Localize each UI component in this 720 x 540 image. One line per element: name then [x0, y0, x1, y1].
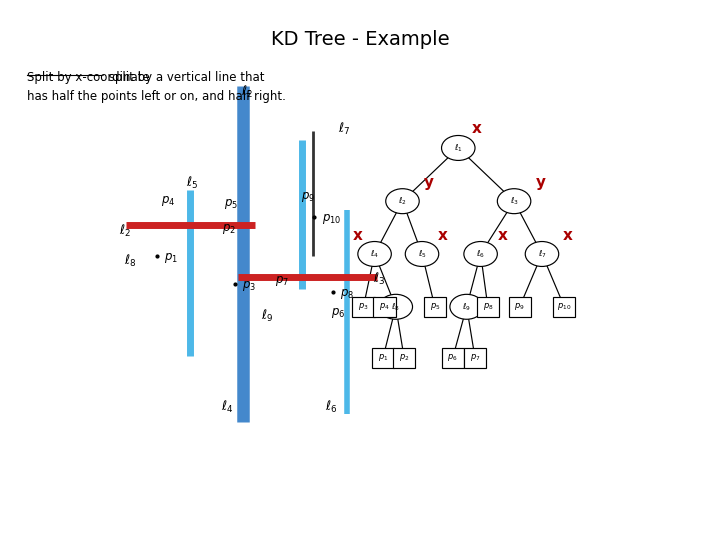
Circle shape — [464, 241, 498, 266]
Text: $p_8$: $p_8$ — [482, 301, 493, 312]
FancyBboxPatch shape — [441, 348, 464, 368]
Text: $p_3$: $p_3$ — [358, 301, 369, 312]
Text: $\ell_1$: $\ell_1$ — [454, 142, 463, 154]
Text: Split by x-coordinate: Split by x-coordinate — [27, 71, 150, 84]
Text: : split by a vertical line that: : split by a vertical line that — [101, 71, 264, 84]
Text: $\ell_5$: $\ell_5$ — [186, 176, 198, 191]
Text: $\ell_2$: $\ell_2$ — [119, 223, 130, 239]
Text: $\ell_6$: $\ell_6$ — [476, 248, 485, 260]
Circle shape — [405, 241, 438, 266]
FancyBboxPatch shape — [374, 297, 396, 317]
Circle shape — [358, 241, 392, 266]
FancyBboxPatch shape — [352, 297, 374, 317]
Text: $p_2$: $p_2$ — [399, 353, 410, 363]
Circle shape — [441, 136, 475, 160]
Text: $\ell_6$: $\ell_6$ — [325, 399, 337, 415]
Text: x: x — [563, 228, 572, 243]
Text: $\ell_2$: $\ell_2$ — [398, 195, 407, 207]
Circle shape — [526, 241, 559, 266]
Text: $p_3$: $p_3$ — [242, 279, 256, 293]
Text: $\ell_8$: $\ell_8$ — [124, 253, 136, 269]
Text: $p_8$: $p_8$ — [340, 287, 354, 301]
Text: x: x — [498, 228, 508, 243]
Text: $p_{10}$: $p_{10}$ — [557, 301, 572, 312]
Text: $\ell_7$: $\ell_7$ — [538, 248, 546, 260]
FancyBboxPatch shape — [464, 348, 486, 368]
Text: $\ell_4$: $\ell_4$ — [370, 248, 379, 260]
Text: $\ell_4$: $\ell_4$ — [220, 399, 233, 415]
FancyBboxPatch shape — [372, 348, 394, 368]
Text: $\ell_3$: $\ell_3$ — [373, 271, 385, 287]
Text: $p_5$: $p_5$ — [430, 301, 440, 312]
Text: $p_{10}$: $p_{10}$ — [322, 212, 341, 226]
Text: $p_4$: $p_4$ — [379, 301, 390, 312]
Circle shape — [450, 294, 483, 319]
Text: $\ell_5$: $\ell_5$ — [418, 248, 426, 260]
Circle shape — [379, 294, 413, 319]
Text: x: x — [353, 228, 363, 243]
Text: $p_9$: $p_9$ — [301, 190, 315, 204]
Text: x: x — [438, 228, 448, 243]
FancyBboxPatch shape — [393, 348, 415, 368]
FancyBboxPatch shape — [508, 297, 531, 317]
Text: $p_7$: $p_7$ — [275, 274, 289, 288]
FancyBboxPatch shape — [553, 297, 575, 317]
Text: $p_4$: $p_4$ — [161, 194, 176, 208]
Text: $\ell_8$: $\ell_8$ — [392, 301, 400, 313]
Text: $p_5$: $p_5$ — [224, 197, 238, 211]
Text: $\ell_9$: $\ell_9$ — [462, 301, 471, 313]
FancyBboxPatch shape — [423, 297, 446, 317]
Text: y: y — [536, 174, 546, 190]
Text: $p_6$: $p_6$ — [447, 353, 458, 363]
Circle shape — [386, 188, 419, 214]
FancyBboxPatch shape — [477, 297, 499, 317]
Text: has half the points left or on, and half right.: has half the points left or on, and half… — [27, 90, 287, 103]
Text: x: x — [472, 120, 482, 136]
Text: y: y — [424, 174, 434, 190]
Text: $\ell_3$: $\ell_3$ — [510, 195, 518, 207]
Text: $p_6$: $p_6$ — [331, 306, 346, 320]
Text: $p_1$: $p_1$ — [378, 353, 388, 363]
Text: $\ell_7$: $\ell_7$ — [338, 121, 350, 137]
Text: KD Tree - Example: KD Tree - Example — [271, 30, 449, 49]
Text: $p_1$: $p_1$ — [163, 251, 178, 265]
Text: $p_9$: $p_9$ — [514, 301, 525, 312]
Text: $p_2$: $p_2$ — [222, 222, 236, 237]
Text: $\ell_9$: $\ell_9$ — [261, 308, 274, 325]
Text: $p_7$: $p_7$ — [469, 353, 480, 363]
Circle shape — [498, 188, 531, 214]
Text: $\ell_2$: $\ell_2$ — [241, 84, 253, 100]
